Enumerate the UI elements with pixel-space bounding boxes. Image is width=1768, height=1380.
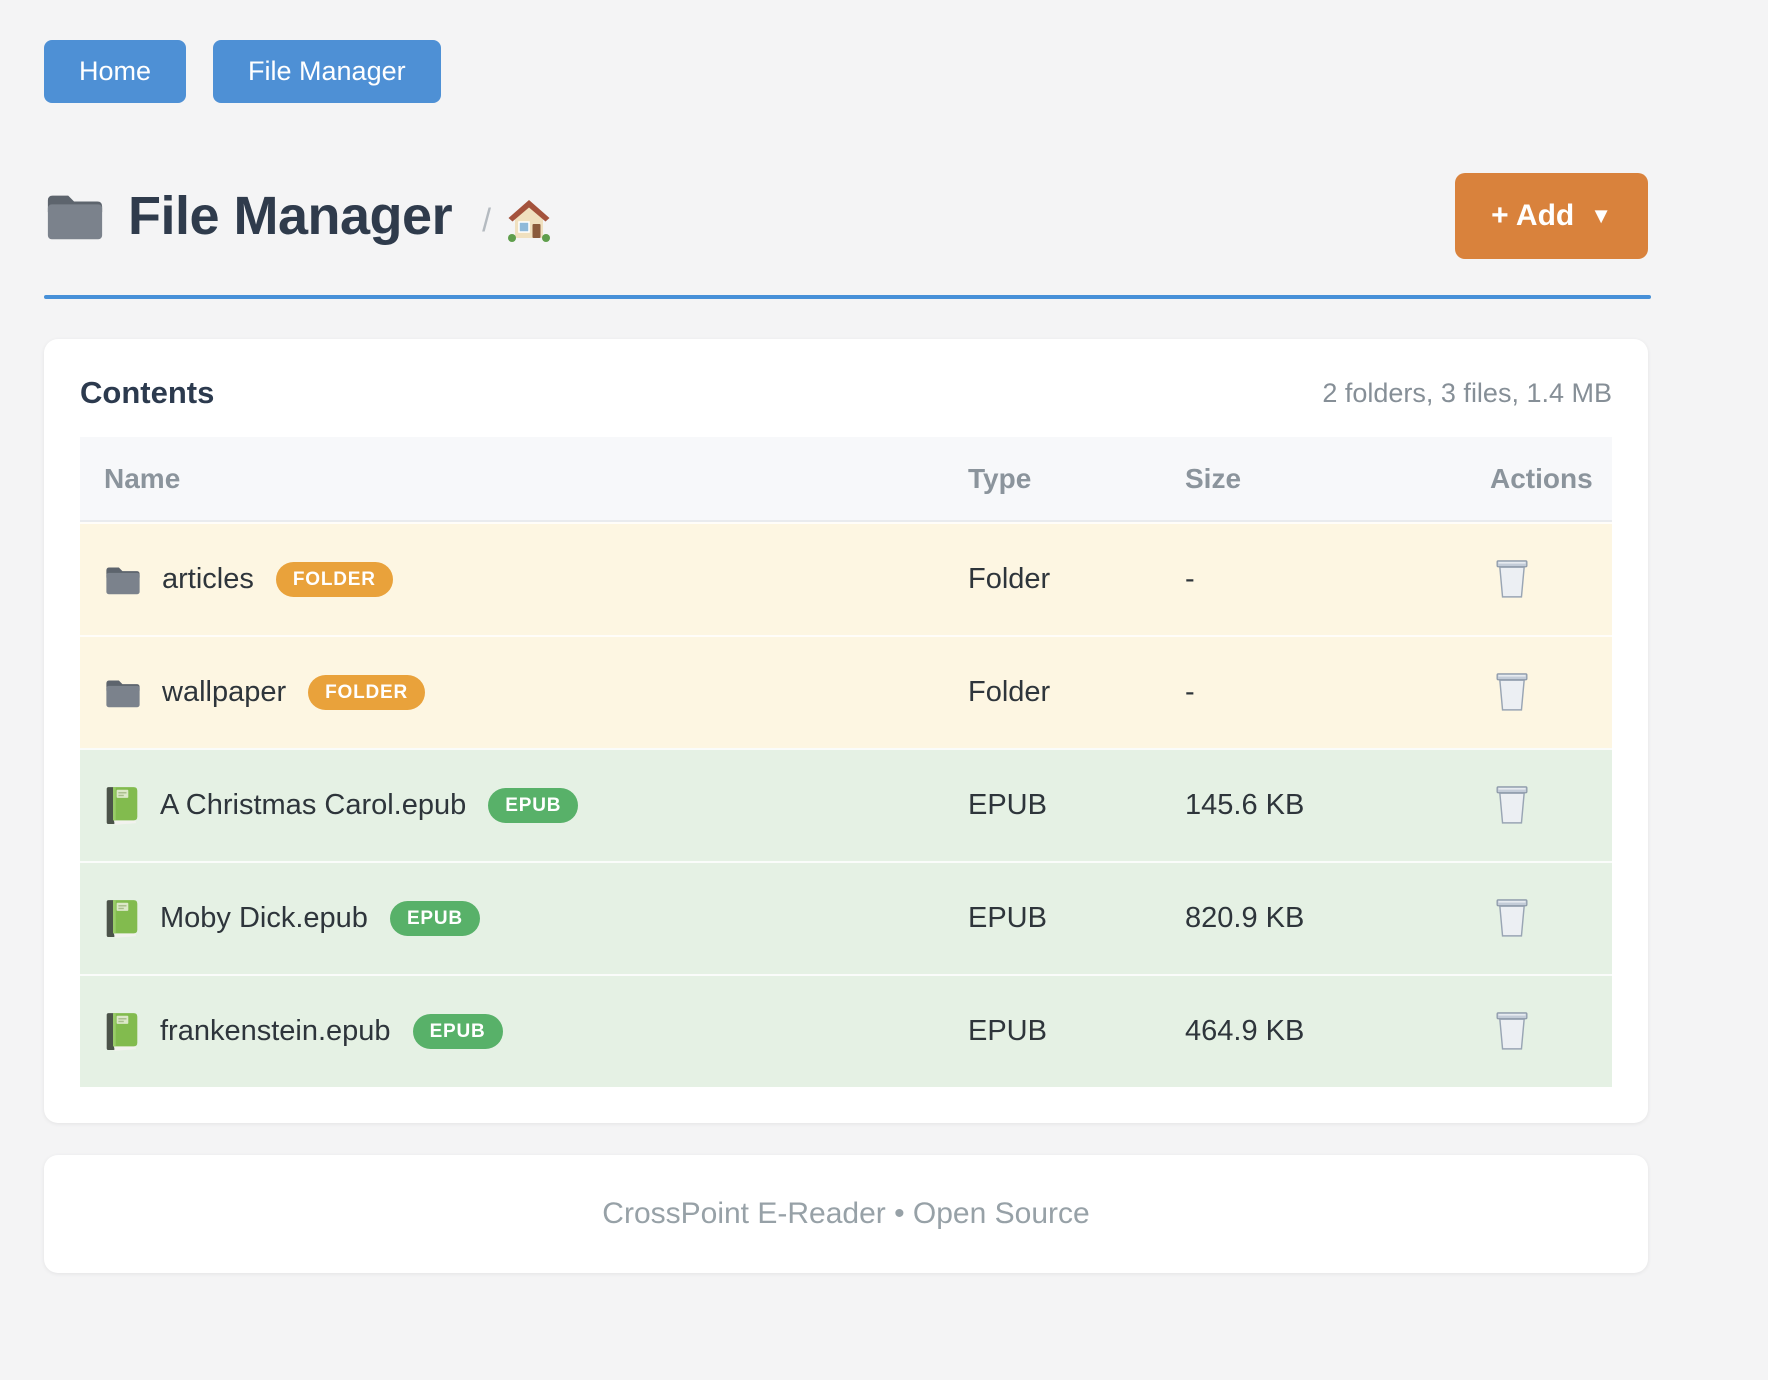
file-name[interactable]: Moby Dick.epub [160, 902, 368, 934]
page-title: File Manager [128, 186, 453, 246]
contents-card: Contents 2 folders, 3 files, 1.4 MB Name… [44, 339, 1648, 1123]
trash-icon [1494, 557, 1530, 599]
folder-icon [104, 562, 142, 598]
epub-badge: EPUB [412, 1014, 503, 1049]
column-header-size: Size [1185, 462, 1242, 494]
folder-badge: FOLDER [308, 675, 426, 710]
epub-badge: EPUB [389, 901, 480, 936]
green-book-icon [104, 786, 140, 826]
add-button-label: + Add [1491, 199, 1575, 232]
table-row[interactable]: Moby Dick.epub EPUB EPUB 820.9 KB [80, 861, 1612, 974]
file-type: Folder [968, 563, 1051, 595]
column-header-type: Type [968, 462, 1032, 494]
contents-summary: 2 folders, 3 files, 1.4 MB [1322, 377, 1612, 408]
file-name[interactable]: frankenstein.epub [160, 1015, 391, 1047]
green-book-icon [104, 899, 140, 939]
contents-title: Contents [80, 375, 215, 410]
trash-icon [1494, 670, 1530, 712]
file-size: 145.6 KB [1185, 789, 1305, 821]
table-row[interactable]: articles FOLDER Folder - [80, 522, 1612, 635]
home-button[interactable]: Home [44, 40, 187, 103]
file-type: Folder [968, 676, 1051, 708]
table-row[interactable]: frankenstein.epub EPUB EPUB 464.9 KB [80, 974, 1612, 1087]
folder-icon [104, 675, 142, 711]
accent-divider [44, 295, 1651, 299]
house-icon[interactable] [507, 198, 551, 242]
trash-icon [1494, 783, 1530, 825]
table-header-row: Name Type Size Actions [80, 437, 1612, 522]
trash-icon [1494, 1009, 1530, 1051]
delete-button[interactable] [1490, 779, 1534, 829]
green-book-icon [104, 1012, 140, 1052]
top-nav: Home File Manager [44, 0, 1648, 103]
file-type: EPUB [968, 789, 1047, 821]
table-row[interactable]: wallpaper FOLDER Folder - [80, 635, 1612, 748]
column-header-actions: Actions [1490, 462, 1593, 494]
file-size: 464.9 KB [1185, 1015, 1305, 1047]
file-name[interactable]: A Christmas Carol.epub [160, 789, 467, 821]
delete-button[interactable] [1490, 666, 1534, 716]
file-manager-button[interactable]: File Manager [213, 40, 441, 103]
column-header-name: Name [104, 462, 181, 494]
breadcrumb-separator: / [482, 201, 491, 238]
page-container: Home File Manager File Manager / + Add ▼… [44, 0, 1651, 1273]
add-button[interactable]: + Add ▼ [1455, 173, 1648, 259]
file-size: 820.9 KB [1185, 902, 1305, 934]
page-header: File Manager / + Add ▼ [44, 173, 1648, 259]
open-folder-icon [44, 188, 106, 244]
file-name[interactable]: wallpaper [162, 676, 287, 708]
footer-text: CrossPoint E-Reader • Open Source [602, 1197, 1090, 1230]
delete-button[interactable] [1490, 553, 1534, 603]
trash-icon [1494, 896, 1530, 938]
delete-button[interactable] [1490, 892, 1534, 942]
file-table: Name Type Size Actions articles FOLDER F… [80, 437, 1612, 1087]
epub-badge: EPUB [488, 788, 579, 823]
table-row[interactable]: A Christmas Carol.epub EPUB EPUB 145.6 K… [80, 748, 1612, 861]
file-size: - [1185, 563, 1195, 595]
folder-badge: FOLDER [275, 562, 393, 597]
file-size: - [1185, 676, 1195, 708]
footer: CrossPoint E-Reader • Open Source [44, 1155, 1648, 1273]
delete-button[interactable] [1490, 1005, 1534, 1055]
file-name[interactable]: articles [162, 563, 254, 595]
chevron-down-icon: ▼ [1590, 203, 1612, 228]
file-type: EPUB [968, 902, 1047, 934]
file-type: EPUB [968, 1015, 1047, 1047]
